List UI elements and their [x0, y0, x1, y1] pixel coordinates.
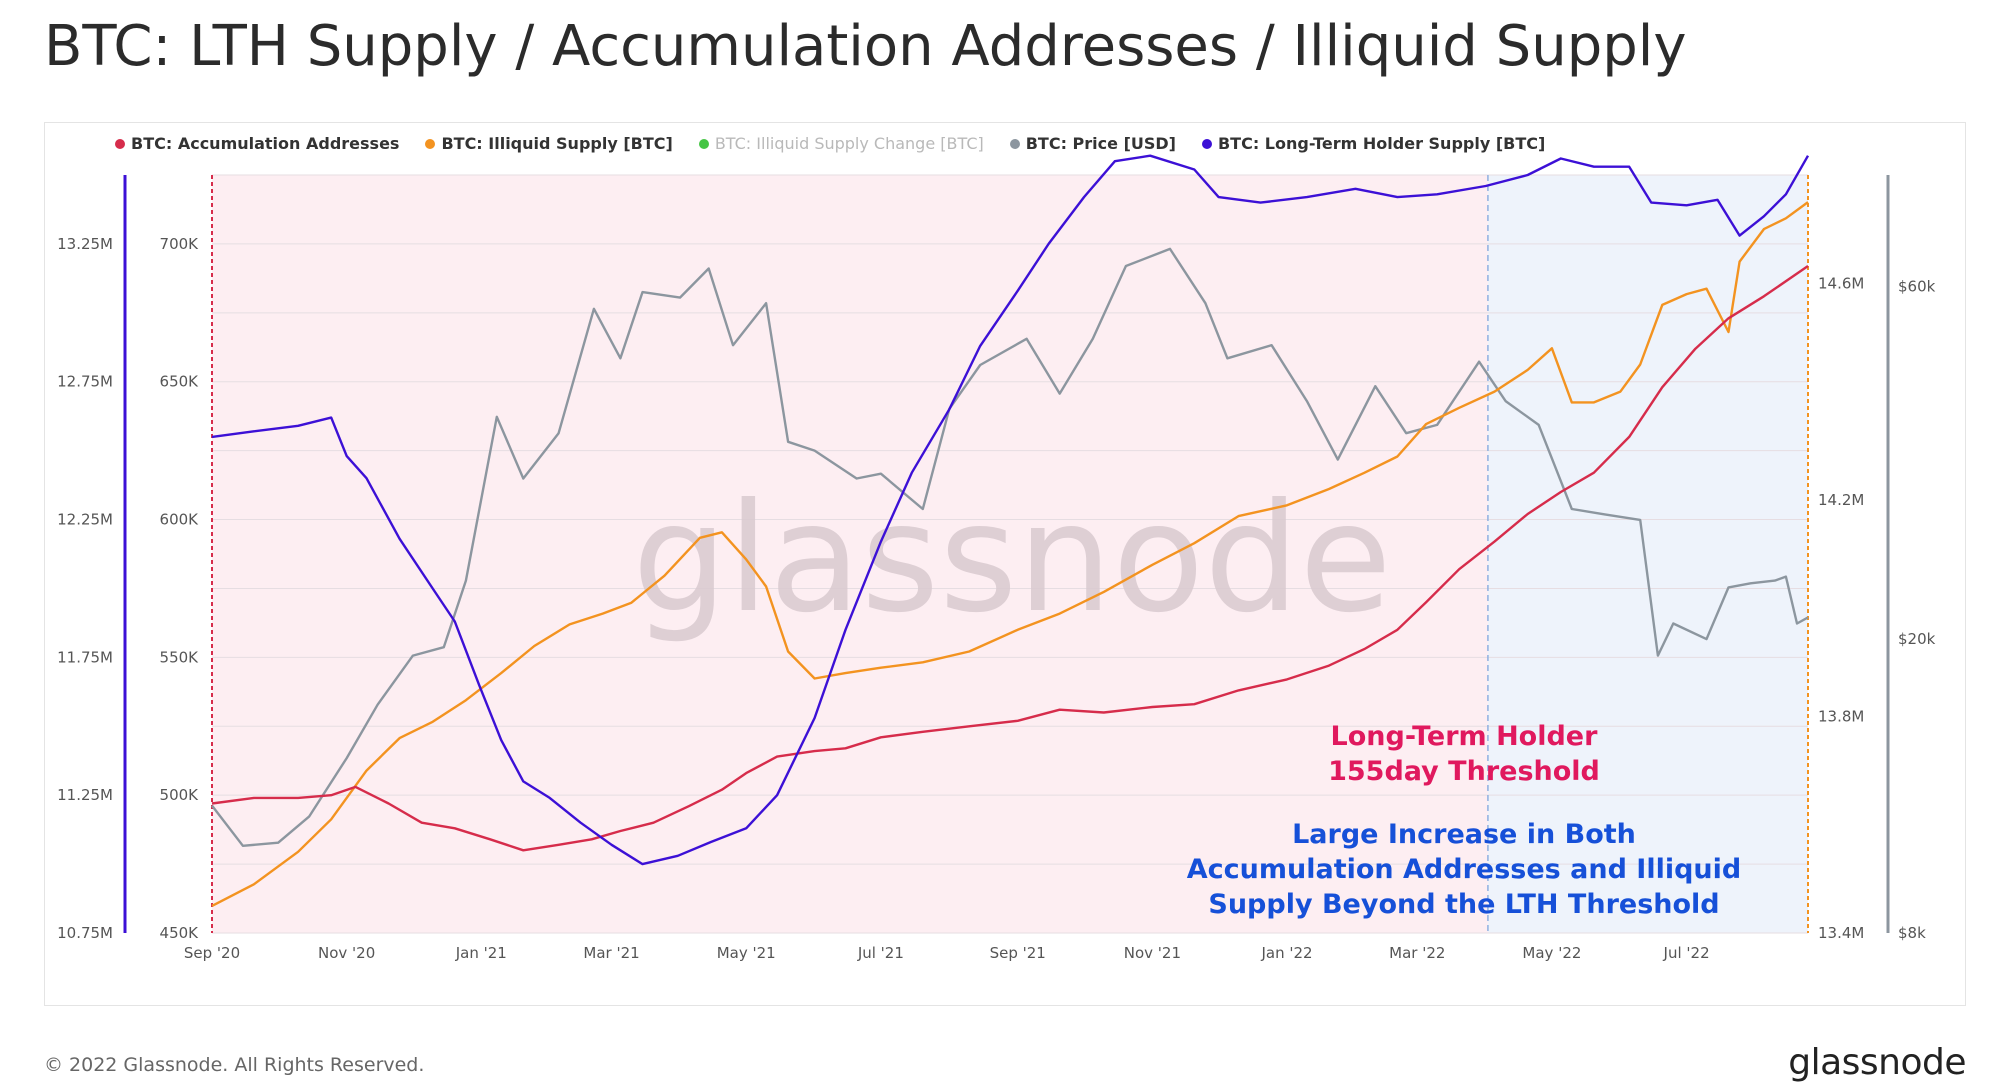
region-pre-threshold	[212, 175, 1488, 933]
legend-item-accumulation-addresses[interactable]: BTC: Accumulation Addresses	[115, 134, 399, 153]
annotation-large-increase: Large Increase in Both Accumulation Addre…	[1187, 819, 1742, 920]
x-tick-label: Sep '20	[184, 944, 240, 962]
footer-copyright: © 2022 Glassnode. All Rights Reserved.	[44, 1054, 425, 1076]
x-tick-label: Nov '21	[1124, 944, 1181, 962]
y-tick-label: 600K	[160, 511, 200, 529]
y-tick-label: $60k	[1898, 278, 1936, 296]
page-title: BTC: LTH Supply / Accumulation Addresses…	[44, 14, 1687, 79]
x-tick-label: Jul '22	[1663, 944, 1710, 962]
annotation-line: 155day Threshold	[1328, 756, 1600, 787]
lth-axis-labels: 10.75M 11.25M 11.75M 12.25M 12.75M 13.25M	[57, 235, 113, 942]
y-tick-label: $20k	[1898, 630, 1936, 648]
chart-frame	[44, 122, 1966, 1006]
y-tick-label: 11.25M	[57, 786, 113, 804]
legend-label: BTC: Illiquid Supply Change [BTC]	[714, 134, 984, 153]
legend-dot	[1009, 138, 1020, 149]
y-tick-label: $8k	[1898, 924, 1926, 942]
annotation-line: Accumulation Addresses and Illiquid	[1187, 854, 1742, 885]
footer-logo: glassnode	[1788, 1042, 1966, 1083]
legend-dot	[698, 138, 709, 149]
legend-label: BTC: Price [USD]	[1025, 134, 1176, 153]
y-tick-label: 13.4M	[1818, 924, 1864, 942]
y-tick-label: 700K	[160, 235, 200, 253]
series-line-btc-illiquid-supply-btc-	[211, 201, 1809, 907]
y-tick-label: 14.6M	[1818, 274, 1864, 292]
x-tick-label: Sep '21	[990, 944, 1046, 962]
y-tick-label: 650K	[160, 373, 200, 391]
y-tick-label: 12.25M	[57, 511, 113, 529]
y-tick-label: 13.25M	[57, 235, 113, 253]
grid-lines	[212, 174, 1808, 934]
y-tick-label: 13.8M	[1818, 707, 1864, 725]
annotation-line: Supply Beyond the LTH Threshold	[1208, 889, 1719, 920]
x-tick-label: Jan '22	[1260, 944, 1312, 962]
x-tick-label: Mar '21	[583, 944, 639, 962]
legend-item-illiquid-supply[interactable]: BTC: Illiquid Supply [BTC]	[425, 134, 673, 153]
legend-dot	[115, 138, 125, 149]
legend-item-illiquid-supply-change[interactable]: BTC: Illiquid Supply Change [BTC]	[698, 134, 984, 153]
y-tick-label: 14.2M	[1818, 491, 1864, 509]
price-axis-labels: $8k $20k $60k	[1898, 278, 1936, 942]
watermark-text: glassnode	[632, 472, 1391, 646]
x-tick-label: Nov '20	[318, 944, 375, 962]
legend-label: BTC: Accumulation Addresses	[131, 134, 400, 153]
annotation-lth-threshold: Long-Term Holder 155day Threshold	[1328, 721, 1600, 787]
x-tick-label: May '21	[717, 944, 776, 962]
legend: BTC: Accumulation Addresses BTC: Illiqui…	[115, 134, 1545, 153]
legend-dot	[1201, 138, 1212, 149]
legend-item-lth-supply[interactable]: BTC: Long-Term Holder Supply [BTC]	[1201, 134, 1546, 153]
y-tick-label: 11.75M	[57, 648, 113, 666]
y-tick-label: 500K	[160, 786, 200, 804]
y-tick-label: 12.75M	[57, 373, 113, 391]
series-line-btc-price-usd-	[211, 247, 1809, 847]
x-tick-label: Jan '21	[455, 944, 507, 962]
y-tick-label: 550K	[160, 648, 200, 666]
x-axis-labels: Sep '20 Nov '20 Jan '21 Mar '21 May '21 Jul '…	[184, 944, 1710, 962]
y-tick-label: 10.75M	[57, 924, 113, 942]
series-line-btc-accumulation-addresses	[211, 265, 1809, 852]
accumulation-axis-labels: 450K 500K 550K 600K 650K 700K	[160, 235, 200, 942]
x-tick-label: Jul '21	[857, 944, 904, 962]
y-tick-label: 450K	[160, 924, 200, 942]
legend-label: BTC: Illiquid Supply [BTC]	[441, 134, 673, 153]
legend-label: BTC: Long-Term Holder Supply [BTC]	[1217, 134, 1546, 153]
annotation-line: Long-Term Holder	[1331, 721, 1599, 752]
series-line-btc-long-term-holder-supply-btc-	[211, 154, 1810, 866]
legend-dot	[425, 138, 436, 149]
illiquid-axis-labels: 13.4M 13.8M 14.2M 14.6M	[1818, 274, 1864, 942]
x-tick-label: Mar '22	[1389, 944, 1445, 962]
legend-item-price[interactable]: BTC: Price [USD]	[1009, 134, 1176, 153]
x-tick-label: May '22	[1522, 944, 1581, 962]
annotation-line: Large Increase in Both	[1292, 819, 1636, 850]
